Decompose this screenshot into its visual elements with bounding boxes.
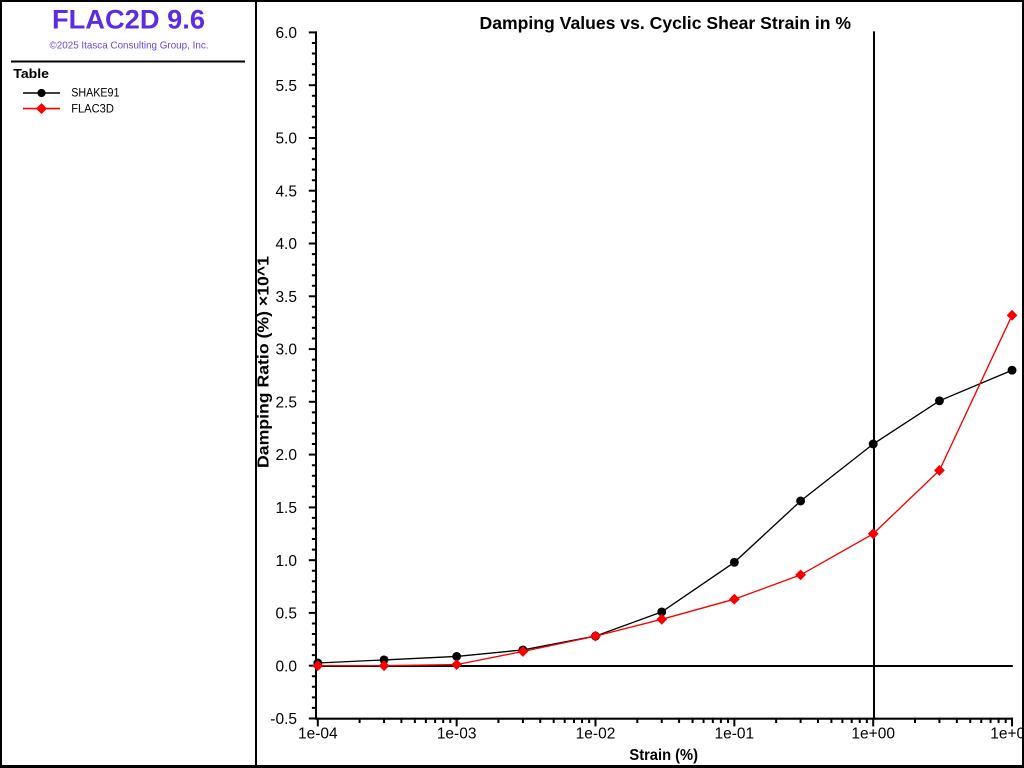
svg-text:©2025 Itasca Consulting Group,: ©2025 Itasca Consulting Group, Inc. bbox=[50, 40, 209, 52]
svg-text:1e-02: 1e-02 bbox=[576, 725, 616, 742]
svg-text:Strain (%): Strain (%) bbox=[629, 747, 698, 764]
svg-text:2.5: 2.5 bbox=[275, 394, 297, 411]
svg-text:SHAKE91: SHAKE91 bbox=[71, 88, 119, 100]
svg-text:0.5: 0.5 bbox=[275, 606, 297, 623]
svg-text:0.0: 0.0 bbox=[275, 658, 297, 675]
svg-text:1e-04: 1e-04 bbox=[298, 725, 338, 742]
svg-text:1e-03: 1e-03 bbox=[437, 725, 477, 742]
svg-text:Damping Values vs. Cyclic Shea: Damping Values vs. Cyclic Shear Strain i… bbox=[480, 13, 852, 33]
svg-text:1e-01: 1e-01 bbox=[715, 725, 755, 742]
svg-text:1.0: 1.0 bbox=[275, 553, 297, 570]
svg-text:1.5: 1.5 bbox=[275, 500, 297, 517]
svg-text:1e+00: 1e+00 bbox=[851, 725, 895, 742]
svg-text:5.5: 5.5 bbox=[275, 78, 297, 95]
svg-text:Table: Table bbox=[13, 67, 49, 81]
svg-text:2.0: 2.0 bbox=[275, 447, 297, 464]
svg-text:6.0: 6.0 bbox=[275, 25, 297, 42]
svg-text:-0.5: -0.5 bbox=[270, 711, 297, 728]
svg-text:4.5: 4.5 bbox=[275, 183, 297, 200]
svg-text:3.5: 3.5 bbox=[275, 289, 297, 306]
svg-text:3.0: 3.0 bbox=[275, 342, 297, 359]
svg-text:4.0: 4.0 bbox=[275, 236, 297, 253]
svg-text:Damping Ratio (%) ×10^1: Damping Ratio (%) ×10^1 bbox=[257, 256, 273, 468]
svg-text:1e+01: 1e+01 bbox=[990, 725, 1022, 742]
svg-text:FLAC2D 9.6: FLAC2D 9.6 bbox=[52, 5, 205, 35]
svg-text:FLAC3D: FLAC3D bbox=[71, 103, 114, 115]
svg-text:5.0: 5.0 bbox=[275, 131, 297, 148]
